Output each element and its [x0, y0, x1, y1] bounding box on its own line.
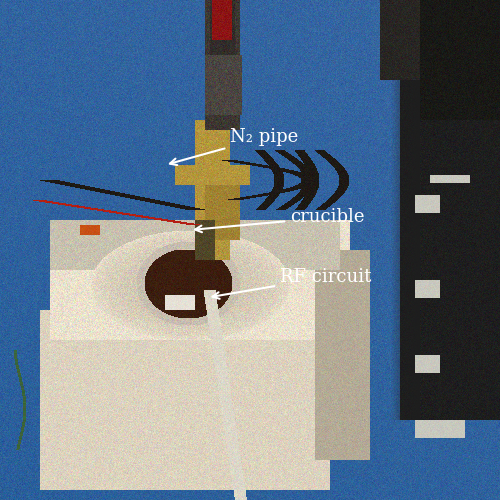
- Text: RF circuit: RF circuit: [212, 268, 372, 299]
- Text: N₂ pipe: N₂ pipe: [170, 128, 298, 165]
- Text: crucible: crucible: [195, 208, 364, 233]
